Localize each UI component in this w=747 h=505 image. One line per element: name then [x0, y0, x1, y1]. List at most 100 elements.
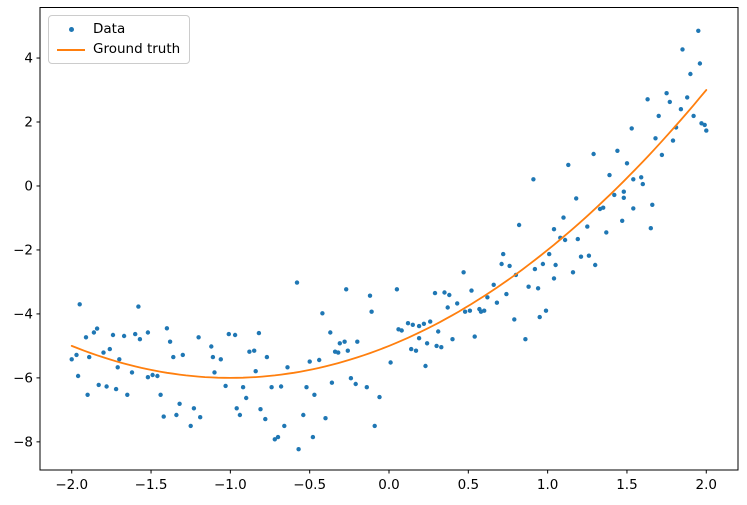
scatter-point [561, 215, 566, 220]
scatter-point [367, 293, 373, 298]
scatter-point [482, 308, 487, 313]
scatter-point [507, 263, 512, 269]
scatter-point [650, 202, 655, 207]
scatter-point [504, 291, 509, 297]
scatter-point [85, 392, 90, 397]
scatter-point [562, 237, 568, 243]
scatter-point [621, 195, 626, 200]
scatter-point [639, 175, 644, 180]
scatter-point [209, 344, 214, 349]
legend-item-data: Data [56, 20, 180, 39]
scatter-point [96, 382, 101, 388]
scatter-point [226, 331, 231, 337]
scatter-point [442, 290, 447, 295]
scatter-point [164, 326, 170, 331]
scatter-point [191, 406, 197, 411]
scatter-point [585, 224, 590, 229]
scatter-point [450, 337, 455, 342]
scatter-point [499, 261, 504, 267]
scatter-point [256, 330, 262, 336]
scatter-point [307, 359, 312, 364]
y-tick-label: −2 [13, 242, 33, 258]
scatter-point [145, 330, 151, 335]
scatter-point [491, 282, 496, 287]
scatter-point [244, 395, 249, 401]
scatter-point [467, 308, 473, 313]
scatter-point [115, 365, 120, 370]
scatter-point [540, 261, 546, 267]
scatter-point [432, 290, 438, 296]
scatter-point [664, 91, 669, 96]
scatter-point [113, 386, 119, 392]
scatter-point [399, 328, 404, 333]
x-tick-label: 2.0 [696, 477, 717, 493]
y-tick-label: −8 [13, 434, 33, 450]
scatter-point [342, 339, 347, 344]
y-tick-label: 2 [24, 115, 33, 131]
scatter-point [659, 152, 665, 158]
scatter-point [212, 370, 217, 375]
scatter-point [485, 295, 490, 300]
legend-marker-area [56, 27, 86, 32]
scatter-point [416, 336, 422, 341]
scatter-point [240, 385, 246, 390]
scatter-point [551, 276, 557, 281]
scatter-point [551, 227, 557, 232]
scatter-point [612, 192, 617, 198]
scatter-point [269, 385, 274, 390]
scatter-point [531, 177, 536, 182]
scatter-point [691, 113, 696, 119]
scatter-point [296, 447, 301, 452]
scatter-point [125, 392, 130, 397]
scatter-point [237, 412, 243, 418]
scatter-point [377, 394, 382, 400]
scatter-point [91, 330, 97, 335]
scatter-point [282, 423, 287, 429]
scatter-point [670, 138, 676, 143]
scatter-point [210, 354, 216, 360]
scatter-point [535, 286, 541, 291]
scatter-point [624, 161, 630, 166]
y-tick-label: −4 [13, 306, 33, 322]
scatter-point [317, 357, 322, 363]
scatter-point [355, 339, 360, 344]
scatter-point [416, 323, 422, 329]
scatter-point [196, 335, 201, 340]
scatter-point [285, 365, 290, 370]
scatter-point [640, 181, 645, 187]
scatter-point [648, 226, 653, 231]
scatter-point [364, 385, 369, 390]
scatter-point [704, 128, 709, 133]
scatter-point [607, 172, 612, 178]
scatter-point [110, 332, 116, 338]
line-swatch-icon [57, 48, 85, 51]
scatter-point [570, 270, 576, 275]
legend-marker-area [56, 48, 86, 51]
scatter-point [301, 412, 306, 418]
scatter-point [372, 423, 377, 429]
scatter-point [167, 339, 173, 344]
scatter-point [171, 354, 176, 360]
scatter-point [117, 357, 122, 362]
scatter-point [104, 384, 109, 389]
scatter-point [101, 350, 106, 355]
scatter-point [447, 292, 452, 298]
legend-label-ground-truth: Ground truth [93, 40, 181, 57]
scatter-point [275, 434, 281, 440]
scatter-point [83, 335, 89, 340]
scatter-point [252, 348, 257, 353]
scatter-point [129, 370, 135, 375]
scatter-point [345, 348, 350, 353]
scatter-point [537, 314, 542, 320]
scatter-point [526, 284, 531, 289]
scatter-point [645, 97, 650, 102]
scatter-point [574, 196, 579, 201]
scatter-point [198, 415, 203, 420]
x-tick-label: 1.0 [537, 477, 558, 493]
scatter-point [394, 287, 400, 292]
scatter-point [247, 349, 252, 354]
scatter-point [150, 372, 155, 378]
x-tick-label: 1.5 [616, 477, 637, 493]
scatter-point [680, 47, 685, 52]
scatter-point [445, 305, 450, 310]
